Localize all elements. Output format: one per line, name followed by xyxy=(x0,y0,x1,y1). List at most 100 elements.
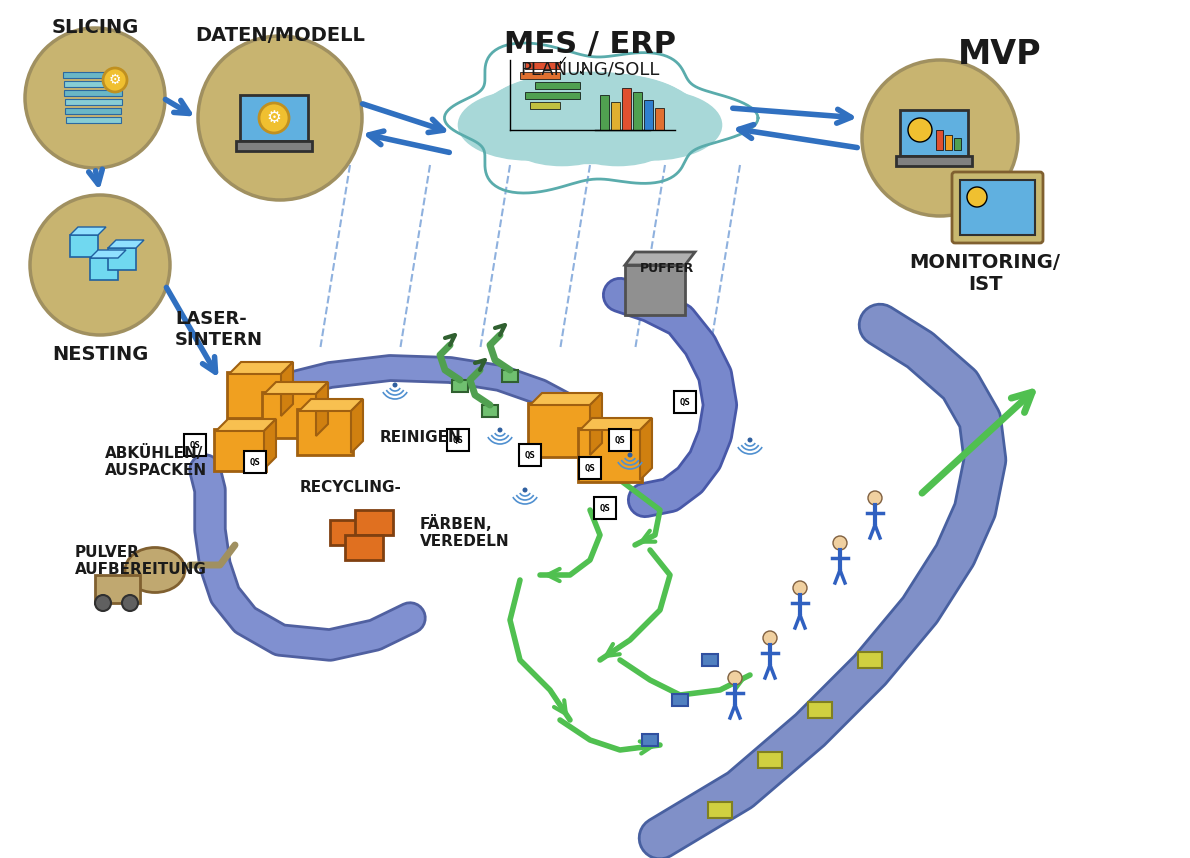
Bar xyxy=(654,108,664,130)
Bar xyxy=(622,88,631,130)
Bar xyxy=(70,235,98,257)
Polygon shape xyxy=(281,362,293,416)
Polygon shape xyxy=(217,419,276,431)
Ellipse shape xyxy=(491,72,688,136)
Circle shape xyxy=(862,60,1017,216)
Polygon shape xyxy=(580,418,652,430)
Polygon shape xyxy=(108,240,144,248)
Bar xyxy=(633,92,641,130)
Polygon shape xyxy=(228,362,293,374)
Circle shape xyxy=(95,595,111,611)
Bar xyxy=(960,180,1035,235)
Text: QS: QS xyxy=(452,436,463,444)
Polygon shape xyxy=(640,418,652,480)
Bar xyxy=(355,510,393,535)
Bar xyxy=(63,72,123,78)
Polygon shape xyxy=(264,382,328,394)
Ellipse shape xyxy=(458,90,599,160)
Polygon shape xyxy=(530,393,602,405)
Bar xyxy=(64,90,123,96)
Circle shape xyxy=(104,68,127,92)
Polygon shape xyxy=(70,227,106,235)
Circle shape xyxy=(868,491,882,505)
Bar xyxy=(525,92,580,99)
Text: LASER-
SINTERN: LASER- SINTERN xyxy=(175,310,263,349)
Text: PULVER
AUFBEREITUNG: PULVER AUFBEREITUNG xyxy=(75,545,207,577)
Text: ⚙: ⚙ xyxy=(267,109,282,127)
Text: PLANUNG/SOLL: PLANUNG/SOLL xyxy=(520,61,659,79)
Polygon shape xyxy=(351,399,363,453)
Polygon shape xyxy=(625,252,695,265)
Text: NESTING: NESTING xyxy=(52,345,149,364)
Bar xyxy=(625,265,685,315)
Bar xyxy=(644,100,653,130)
Text: SLICING: SLICING xyxy=(51,18,139,37)
Text: FÄRBEN,
VEREDELN: FÄRBEN, VEREDELN xyxy=(420,515,509,549)
Bar xyxy=(610,102,620,130)
Text: MONITORING/
IST: MONITORING/ IST xyxy=(909,253,1060,294)
Text: ✓: ✓ xyxy=(577,65,587,78)
FancyBboxPatch shape xyxy=(244,451,267,473)
Text: QS: QS xyxy=(679,397,690,407)
Bar xyxy=(65,117,120,123)
Text: QS: QS xyxy=(614,436,626,444)
Circle shape xyxy=(967,187,987,207)
Bar xyxy=(954,138,962,150)
Polygon shape xyxy=(590,393,602,455)
FancyBboxPatch shape xyxy=(262,392,318,438)
Bar xyxy=(482,405,497,417)
Bar xyxy=(330,520,368,545)
FancyBboxPatch shape xyxy=(609,429,631,451)
Bar xyxy=(90,258,118,280)
FancyBboxPatch shape xyxy=(214,429,267,471)
Bar xyxy=(937,130,942,150)
Bar xyxy=(758,752,782,768)
FancyBboxPatch shape xyxy=(184,434,206,456)
FancyBboxPatch shape xyxy=(227,372,283,418)
FancyBboxPatch shape xyxy=(580,457,601,479)
Bar xyxy=(808,702,832,718)
Bar xyxy=(452,380,468,392)
Circle shape xyxy=(833,536,847,550)
Bar xyxy=(900,110,967,156)
Bar xyxy=(520,72,560,79)
Bar xyxy=(896,156,972,166)
Text: ⚙: ⚙ xyxy=(108,73,121,87)
Text: ✓: ✓ xyxy=(557,56,568,69)
FancyBboxPatch shape xyxy=(298,409,353,455)
Text: RECYCLING-: RECYCLING- xyxy=(300,480,402,495)
Circle shape xyxy=(728,671,743,685)
Bar xyxy=(858,652,882,668)
Circle shape xyxy=(30,195,170,335)
Bar xyxy=(530,102,560,109)
Circle shape xyxy=(793,581,807,595)
Ellipse shape xyxy=(506,112,618,166)
Text: MES / ERP: MES / ERP xyxy=(505,31,676,59)
Bar xyxy=(95,575,140,603)
Bar xyxy=(502,370,518,382)
Bar xyxy=(525,62,560,69)
FancyBboxPatch shape xyxy=(578,428,641,482)
Ellipse shape xyxy=(562,112,674,166)
Bar xyxy=(240,95,308,141)
Circle shape xyxy=(198,36,362,200)
Polygon shape xyxy=(317,382,328,436)
Text: QS: QS xyxy=(600,504,610,512)
Circle shape xyxy=(123,595,138,611)
Polygon shape xyxy=(264,419,276,469)
FancyBboxPatch shape xyxy=(447,429,469,451)
Circle shape xyxy=(393,383,397,388)
FancyBboxPatch shape xyxy=(528,403,591,457)
Ellipse shape xyxy=(582,90,721,160)
Circle shape xyxy=(497,427,502,432)
Text: REINIGEN: REINIGEN xyxy=(380,430,462,445)
Ellipse shape xyxy=(478,72,702,164)
Circle shape xyxy=(522,487,527,492)
Text: DATEN/MODELL: DATEN/MODELL xyxy=(195,26,365,45)
Bar xyxy=(672,694,688,706)
Polygon shape xyxy=(90,250,126,258)
Text: PUFFER: PUFFER xyxy=(640,262,694,275)
Ellipse shape xyxy=(125,547,184,593)
Text: QS: QS xyxy=(584,463,595,473)
Text: QS: QS xyxy=(250,457,261,467)
